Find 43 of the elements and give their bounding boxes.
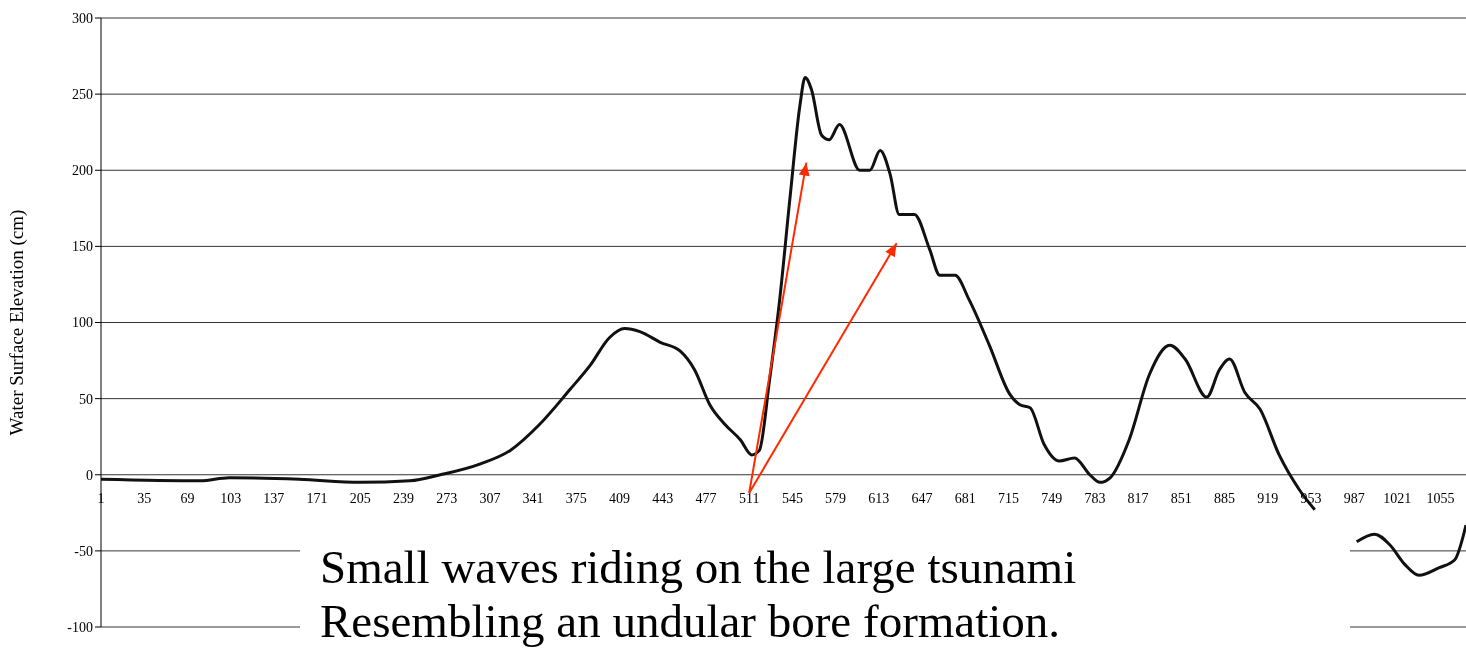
y-tick-label: -100: [67, 619, 93, 635]
annotation: Small waves riding on the large tsunami: [320, 540, 1078, 594]
y-tick-label: 250: [72, 87, 93, 103]
x-tick-label: 681: [954, 490, 976, 506]
y-tick-label: 200: [72, 163, 93, 179]
y-tick-label: 0: [86, 467, 93, 483]
x-tick-label: 35: [137, 490, 152, 506]
x-tick-label: 409: [609, 490, 631, 506]
y-axis-title: Water Surface Elevation (cm): [5, 209, 28, 436]
x-tick-label: 987: [1343, 490, 1365, 506]
x-tick-label: 749: [1041, 490, 1063, 506]
x-tick-label: 1055: [1426, 490, 1455, 506]
x-tick-label: 103: [220, 490, 242, 506]
x-tick-label: 817: [1127, 490, 1149, 506]
x-tick-label: 171: [306, 490, 328, 506]
y-tick-label: 150: [72, 239, 93, 255]
x-tick-label: 783: [1084, 490, 1106, 506]
y-tick-label: 300: [72, 10, 93, 26]
x-tick-label: 1: [97, 490, 105, 506]
x-tick-label: 307: [479, 490, 501, 506]
x-tick-label: 205: [349, 490, 371, 506]
x-tick-label: 647: [911, 490, 933, 506]
x-tick-label: 477: [695, 490, 717, 506]
x-tick-label: 715: [997, 490, 1019, 506]
x-tick-label: 1021: [1383, 490, 1412, 506]
x-tick-label: 137: [263, 490, 285, 506]
x-tick-label: 579: [825, 490, 847, 506]
y-tick-label: 100: [72, 315, 93, 331]
x-tick-label: 341: [522, 490, 544, 506]
x-tick-label: 443: [652, 490, 674, 506]
x-tick-label: 545: [781, 490, 803, 506]
annotation: Resembling an undular bore formation.: [320, 594, 1062, 648]
x-tick-label: 613: [868, 490, 890, 506]
x-tick-label: 851: [1170, 490, 1192, 506]
x-tick-label: 239: [392, 490, 414, 506]
x-tick-label: 69: [180, 490, 195, 506]
y-tick-label: -50: [74, 543, 93, 559]
x-tick-label: 511: [738, 490, 760, 506]
x-tick-label: 273: [436, 490, 458, 506]
x-tick-label: 885: [1214, 490, 1236, 506]
y-tick-label: 50: [79, 391, 93, 407]
x-tick-label: 919: [1257, 490, 1279, 506]
x-tick-label: 375: [565, 490, 587, 506]
